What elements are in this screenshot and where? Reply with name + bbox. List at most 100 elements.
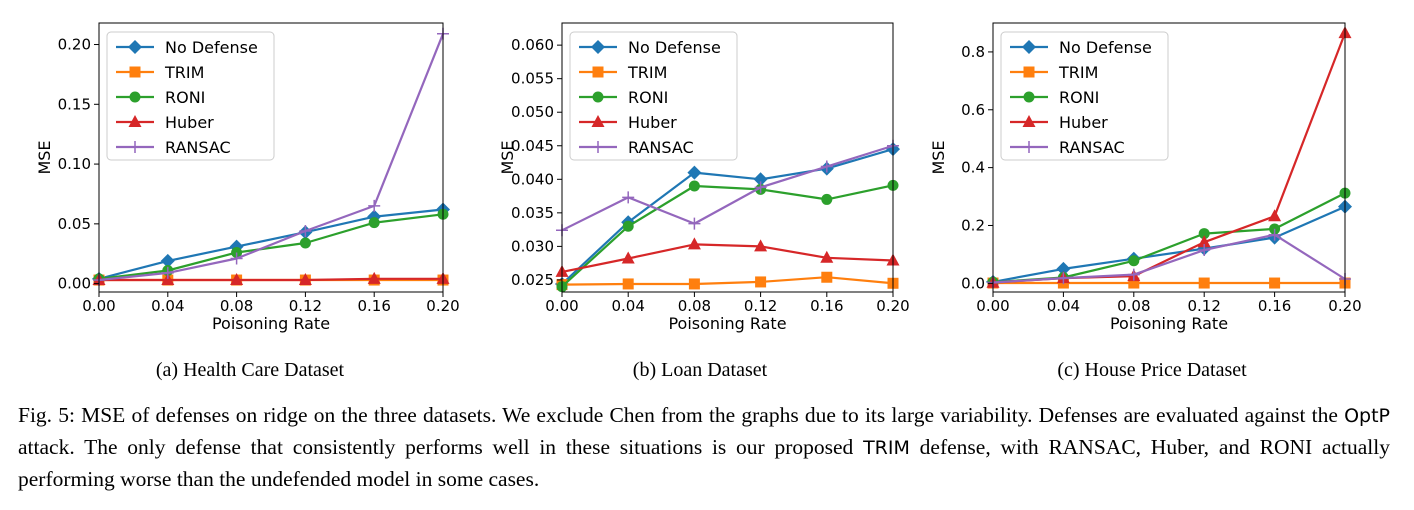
legend-label: Huber xyxy=(165,113,214,132)
y-axis-label: MSE xyxy=(498,140,517,174)
legend-label: RONI xyxy=(165,88,205,107)
legend: No Defense TRIM RONI Huber RANSAC xyxy=(569,31,738,161)
caption-prefix: Fig. 5: MSE of defenses on ridge on the … xyxy=(18,403,1345,427)
subfigure-caption: (b) Loan Dataset xyxy=(633,359,768,381)
caption-suffix: defense, with RANSAC, Huber, and RONI ac… xyxy=(18,435,1390,491)
y-axis-label: MSE xyxy=(929,140,948,174)
data-point xyxy=(1268,228,1281,241)
data-point xyxy=(299,225,312,238)
x-tick-label: 0.08 xyxy=(220,297,253,315)
series-trim xyxy=(556,271,899,291)
series-line xyxy=(561,144,894,232)
x-tick-label: 0.16 xyxy=(810,297,843,315)
x-tick-label: 0.08 xyxy=(1117,297,1150,315)
data-point xyxy=(688,278,700,290)
y-tick-label: 0.4 xyxy=(961,159,985,177)
y-tick-label: 0.035 xyxy=(511,204,554,222)
series-line xyxy=(561,243,894,273)
x-tick-label: 0.20 xyxy=(426,297,459,315)
series-line xyxy=(561,184,894,288)
legend-marker xyxy=(592,66,604,78)
series-roni xyxy=(93,208,449,285)
data-point xyxy=(1057,272,1070,285)
plot-frame xyxy=(98,22,444,293)
legend-marker xyxy=(1022,115,1036,127)
x-tick-label: 0.16 xyxy=(1258,297,1291,315)
data-point xyxy=(1198,244,1211,257)
legend-marker xyxy=(591,40,605,54)
series-line xyxy=(98,213,444,280)
legend-marker xyxy=(1022,40,1036,54)
legend-label: No Defense xyxy=(165,38,258,57)
data-point xyxy=(1128,277,1140,289)
y-tick-label: 0.055 xyxy=(511,70,554,88)
legend-label: TRIM xyxy=(164,63,204,82)
data-point xyxy=(230,273,244,286)
data-point xyxy=(368,199,381,212)
y-tick-label: 0.6 xyxy=(961,101,985,119)
legend-label: No Defense xyxy=(1059,38,1152,57)
legend-entry-ransac: RANSAC xyxy=(116,138,231,157)
legend-label: Huber xyxy=(1059,113,1108,132)
legend-label: RANSAC xyxy=(165,138,231,157)
x-tick-label: 0.12 xyxy=(744,297,777,315)
legend-marker xyxy=(592,141,604,153)
series-line xyxy=(561,148,894,285)
x-tick-label: 0.00 xyxy=(976,297,1009,315)
y-tick-label: 0.060 xyxy=(511,36,554,54)
x-tick-label: 0.12 xyxy=(1187,297,1220,315)
y-tick-label: 0.025 xyxy=(511,271,554,289)
legend-marker xyxy=(129,141,141,153)
legend-label: RONI xyxy=(628,88,668,107)
series-line xyxy=(561,276,894,286)
data-point xyxy=(820,250,834,263)
series-ransac xyxy=(987,228,1351,289)
caption-middle: attack. The only defense that consistent… xyxy=(18,435,864,459)
legend-entry-ransac: RANSAC xyxy=(579,138,694,157)
legend-marker xyxy=(128,40,142,54)
data-point xyxy=(622,220,634,232)
y-tick-label: 0.040 xyxy=(511,170,554,188)
data-point xyxy=(821,271,833,283)
y-tick-label: 0.2 xyxy=(961,216,985,234)
x-axis-label: Poisoning Rate xyxy=(668,314,786,333)
x-tick-label: 0.00 xyxy=(545,297,578,315)
legend-label: No Defense xyxy=(628,38,721,57)
y-tick-label: 0.045 xyxy=(511,137,554,155)
data-point xyxy=(1056,261,1071,276)
data-point xyxy=(755,276,767,288)
figure-caption: Fig. 5: MSE of defenses on ridge on the … xyxy=(18,400,1390,495)
x-tick-label: 0.00 xyxy=(82,297,115,315)
data-point xyxy=(230,252,243,265)
legend-marker xyxy=(128,115,142,127)
data-point xyxy=(688,180,700,192)
plot-frame xyxy=(992,22,1346,293)
x-tick-label: 0.04 xyxy=(151,297,184,315)
data-point xyxy=(1128,255,1140,267)
data-point xyxy=(1269,277,1281,289)
legend-marker xyxy=(1023,66,1035,78)
caption-attack-name: OptP xyxy=(1344,405,1390,427)
x-tick-label: 0.04 xyxy=(1047,297,1080,315)
legend-entry-roni: RONI xyxy=(579,88,668,107)
legend-entry-huber: Huber xyxy=(579,113,677,132)
y-axis-label: MSE xyxy=(35,140,54,174)
data-point xyxy=(298,273,312,286)
y-tick-label: 0.15 xyxy=(58,95,91,113)
series-line xyxy=(992,205,1346,283)
legend-marker xyxy=(591,115,605,127)
data-point xyxy=(367,271,381,284)
legend: No Defense TRIM RONI Huber RANSAC xyxy=(106,31,275,161)
legend-label: RANSAC xyxy=(1059,138,1125,157)
legend-entry-trim: TRIM xyxy=(1010,63,1098,82)
x-tick-label: 0.20 xyxy=(1328,297,1361,315)
legend-box xyxy=(1000,31,1169,161)
x-axis-label: Poisoning Rate xyxy=(1110,314,1228,333)
series-line xyxy=(98,208,444,280)
data-point xyxy=(622,191,635,204)
data-point xyxy=(1198,277,1210,289)
data-point xyxy=(622,278,634,290)
chart-panel-3: 0.00 0.04 0.08 0.12 0.16 0.20 0.0 0.2 0.4 0.6 0.8 P… xyxy=(929,22,1362,381)
legend-marker xyxy=(129,91,141,103)
data-point xyxy=(753,172,768,187)
